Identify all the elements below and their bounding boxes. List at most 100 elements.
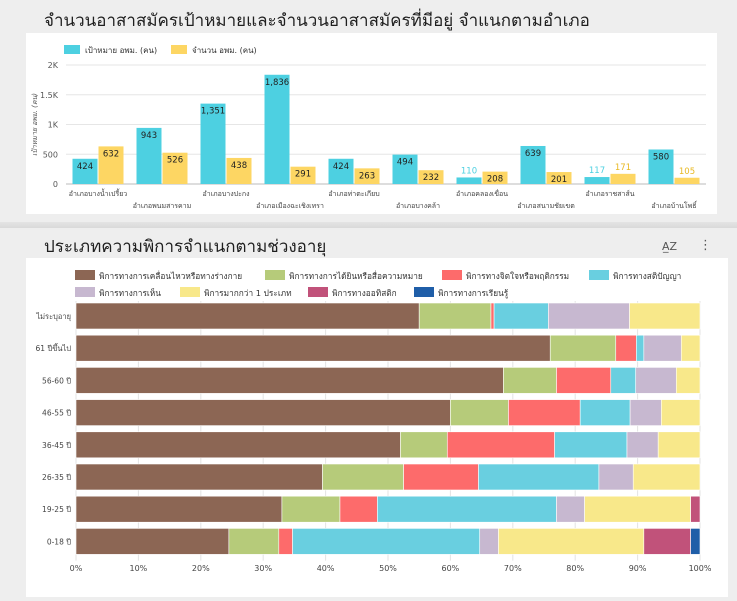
- bar-segment[interactable]: [228, 528, 280, 555]
- bar-segment[interactable]: [75, 302, 420, 330]
- bar-segment[interactable]: [75, 431, 401, 459]
- bar[interactable]: [136, 127, 162, 184]
- bar-segment[interactable]: [556, 367, 612, 394]
- legend-label[interactable]: พิการทางสติปัญญา: [613, 271, 681, 281]
- legend-swatch: [75, 287, 95, 297]
- data-label: 201: [551, 175, 567, 185]
- bar[interactable]: [610, 173, 636, 184]
- bar-segment[interactable]: [377, 495, 557, 523]
- bar-segment[interactable]: [643, 334, 682, 362]
- bar-segment[interactable]: [450, 399, 509, 426]
- bar[interactable]: [162, 152, 188, 184]
- x-tick-label: อำเภอพนมสารคาม: [133, 202, 192, 210]
- bar-segment[interactable]: [661, 399, 701, 426]
- bar-segment[interactable]: [579, 399, 631, 426]
- data-label: 117: [589, 166, 605, 176]
- bar-segment[interactable]: [636, 334, 645, 362]
- bar-segment[interactable]: [339, 495, 378, 523]
- bar-segment[interactable]: [657, 431, 701, 459]
- bar-segment[interactable]: [490, 302, 495, 330]
- y-axis-label: เป้าหมาย อพม. (คน): [31, 93, 39, 156]
- x-tick-label: 30%: [254, 564, 272, 573]
- legend-label[interactable]: พิการทางการเคลื่อนไหวหรือทางร่างกาย: [99, 270, 242, 281]
- bar-segment[interactable]: [498, 528, 645, 555]
- bar-segment[interactable]: [632, 463, 701, 491]
- bar[interactable]: [72, 158, 98, 184]
- data-label: 263: [359, 171, 375, 181]
- y-tick-label: 500: [43, 150, 58, 159]
- bar-segment[interactable]: [281, 495, 341, 523]
- bar-segment[interactable]: [508, 399, 581, 426]
- legend-label[interactable]: จำนวน อพม. (คน): [192, 46, 257, 55]
- bar[interactable]: [290, 166, 316, 184]
- x-tick-label: 10%: [130, 564, 148, 573]
- bar-segment[interactable]: [615, 334, 637, 362]
- bar-segment[interactable]: [626, 431, 659, 459]
- legend-label[interactable]: พิการทางการได้ยินหรือสื่อความหมาย: [289, 270, 423, 281]
- bar-segment[interactable]: [635, 367, 677, 394]
- bar[interactable]: [98, 146, 124, 184]
- bar-segment[interactable]: [75, 528, 230, 555]
- legend-label[interactable]: พิการทางการเรียนรู้: [438, 288, 509, 299]
- bar[interactable]: [226, 157, 252, 184]
- bar[interactable]: [200, 103, 226, 184]
- legend-label[interactable]: พิการทางออทิสติก: [332, 288, 397, 298]
- bar-segment[interactable]: [403, 463, 479, 491]
- bar-segment[interactable]: [503, 367, 557, 394]
- legend-label[interactable]: พิการทางจิตใจหรือพฤติกรรม: [466, 271, 569, 281]
- bar-segment[interactable]: [278, 528, 293, 555]
- data-label: 632: [103, 149, 119, 159]
- bar[interactable]: [354, 168, 380, 184]
- bar-segment[interactable]: [680, 334, 701, 362]
- bar[interactable]: [584, 177, 610, 184]
- sort-icon[interactable]: A̲Z: [662, 240, 678, 253]
- bar-segment[interactable]: [584, 495, 691, 523]
- bar-segment[interactable]: [493, 302, 549, 330]
- bar-segment[interactable]: [629, 302, 701, 330]
- more-options-icon[interactable]: ⋮: [699, 238, 712, 253]
- legend-swatch: [64, 45, 80, 54]
- bar-segment[interactable]: [75, 495, 283, 523]
- bar-segment[interactable]: [478, 463, 600, 491]
- bar-segment[interactable]: [446, 431, 555, 459]
- bar-segment[interactable]: [400, 431, 448, 459]
- bar[interactable]: [328, 158, 354, 184]
- bar-segment[interactable]: [629, 399, 662, 426]
- y-tick-label: 56-60 ปี: [42, 376, 71, 385]
- bar-segment[interactable]: [610, 367, 637, 394]
- bar-segment[interactable]: [322, 463, 404, 491]
- bar[interactable]: [520, 145, 546, 184]
- legend-label[interactable]: พิการทางการเห็น: [99, 288, 161, 298]
- bar-segment[interactable]: [75, 334, 551, 362]
- bar[interactable]: [456, 177, 482, 184]
- data-label: 1,836: [265, 78, 289, 88]
- bar-segment[interactable]: [643, 528, 691, 555]
- bar[interactable]: [264, 74, 290, 184]
- bar[interactable]: [546, 172, 572, 184]
- bar-segment[interactable]: [675, 367, 701, 394]
- bar-segment[interactable]: [418, 302, 492, 330]
- data-label: 580: [653, 152, 669, 162]
- data-label: 291: [295, 170, 311, 180]
- x-tick-label: 60%: [442, 564, 460, 573]
- bar-segment[interactable]: [556, 495, 585, 523]
- bar-segment[interactable]: [548, 302, 630, 330]
- bar[interactable]: [392, 154, 418, 184]
- bar[interactable]: [482, 171, 508, 184]
- bar-segment[interactable]: [75, 367, 504, 394]
- bar-segment[interactable]: [75, 399, 451, 426]
- bar-segment[interactable]: [598, 463, 634, 491]
- legend-label[interactable]: พิการมากกว่า 1 ประเภท: [204, 288, 292, 298]
- bar-segment[interactable]: [690, 528, 701, 555]
- bar-segment[interactable]: [554, 431, 628, 459]
- bar-segment[interactable]: [690, 495, 701, 523]
- bar-segment[interactable]: [292, 528, 481, 555]
- bar-segment[interactable]: [75, 463, 323, 491]
- x-tick-label: 0%: [70, 564, 83, 573]
- bar-segment[interactable]: [479, 528, 499, 555]
- legend-label[interactable]: เป้าหมาย อพม. (คน): [85, 46, 157, 55]
- bar[interactable]: [674, 177, 700, 184]
- bar-segment[interactable]: [549, 334, 617, 362]
- bar[interactable]: [418, 170, 444, 184]
- bar[interactable]: [648, 149, 674, 184]
